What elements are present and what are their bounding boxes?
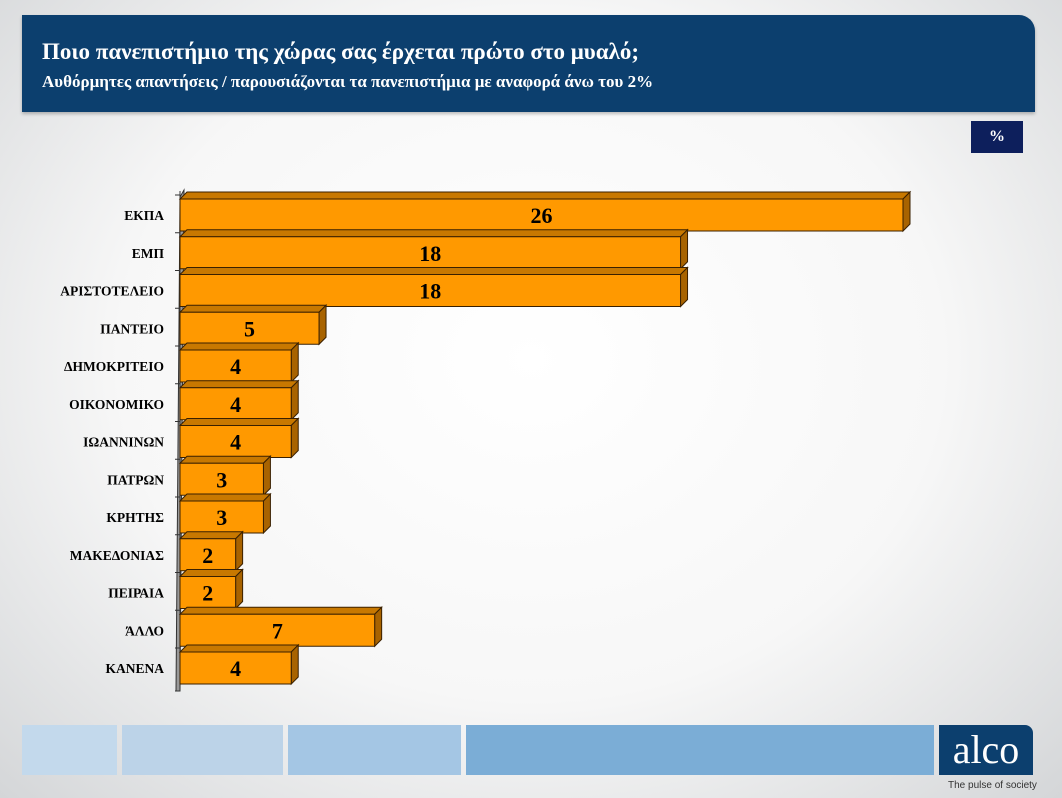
category-label: ΔΗΜΟΚΡΙΤΕΙΟ <box>64 359 164 374</box>
bar-side-12 <box>290 643 299 686</box>
bar-9 <box>179 538 237 572</box>
category-label: ΚΡΗΤΗΣ <box>106 510 164 525</box>
data-label: 26 <box>531 203 553 228</box>
data-label: 4 <box>230 430 241 455</box>
bar-8 <box>179 500 264 534</box>
bar-side-8 <box>262 492 271 535</box>
category-label: ΠΑΤΡΩΝ <box>107 472 164 487</box>
data-label: 2 <box>202 543 213 568</box>
bar-top-8 <box>178 493 272 502</box>
data-label: 18 <box>419 279 441 304</box>
data-label: 4 <box>230 354 241 379</box>
bar-7 <box>179 462 264 496</box>
footer-block-4 <box>466 725 934 775</box>
bar-top-11 <box>178 606 383 615</box>
footer-block-2 <box>122 725 283 775</box>
unit-badge: % <box>971 121 1023 153</box>
category-label: ΠΑΝΤΕΙΟ <box>100 321 164 336</box>
tagline: The pulse of society <box>948 780 1037 791</box>
bar-side-5 <box>290 379 299 421</box>
bar-side-2 <box>680 266 689 308</box>
bar-top-2 <box>178 267 689 275</box>
footer-block-3 <box>288 725 461 775</box>
page-subtitle: Αυθόρμητες απαντήσεις / παρουσιάζονται τ… <box>42 72 654 91</box>
bar-side-6 <box>290 417 299 459</box>
data-label: 18 <box>419 241 441 266</box>
bar-side-11 <box>374 606 383 648</box>
category-label: ΕΚΠΑ <box>124 208 164 223</box>
category-label: ΆΛΛΟ <box>125 623 164 638</box>
data-label: 2 <box>202 581 213 606</box>
bar-top-0 <box>178 191 912 200</box>
bar-11 <box>179 613 376 647</box>
bar-top-10 <box>178 569 244 577</box>
bar-10 <box>179 576 237 609</box>
bar-0 <box>179 198 904 232</box>
page-title: Ποιο πανεπιστήμιο της χώρας σας έρχεται … <box>42 39 640 64</box>
category-label: ΙΩΑΝΝΙΝΩΝ <box>83 435 164 450</box>
category-label: ΠΕΙΡΑΙΑ <box>108 586 164 601</box>
bar-12 <box>179 651 292 685</box>
data-label: 5 <box>244 316 255 341</box>
bar-side-3 <box>318 304 327 346</box>
bar-top-9 <box>178 531 244 540</box>
bar-4 <box>179 349 292 383</box>
bar-top-6 <box>178 418 300 426</box>
bar-top-5 <box>178 380 300 389</box>
bar-5 <box>179 387 292 421</box>
bar-side-4 <box>290 341 299 384</box>
data-label: 3 <box>216 467 227 492</box>
bar-top-4 <box>178 342 300 351</box>
alco-logo: alco <box>939 725 1033 775</box>
category-label: ΜΑΚΕΔΟΝΙΑΣ <box>70 548 164 563</box>
category-label: ΕΜΠ <box>132 246 165 261</box>
bar-top-3 <box>178 304 328 313</box>
bar-side-7 <box>262 455 271 497</box>
bar-side-10 <box>235 568 244 610</box>
bar-top-7 <box>178 455 272 464</box>
data-label: 4 <box>230 392 241 417</box>
data-label: 3 <box>216 505 227 530</box>
category-label: ΟΙΚΟΝΟΜΙΚΟ <box>69 397 164 412</box>
data-label: 7 <box>272 618 283 643</box>
bar-1 <box>179 236 682 270</box>
bar-side-1 <box>680 228 689 270</box>
data-label: 4 <box>230 656 241 681</box>
bar-2 <box>179 274 682 307</box>
category-label: ΚΑΝΕΝΑ <box>105 661 164 676</box>
header-banner: Ποιο πανεπιστήμιο της χώρας σας έρχεται … <box>22 15 1035 112</box>
bar-top-1 <box>178 229 689 238</box>
category-label: ΑΡΙΣΤΟΤΕΛΕΙΟ <box>60 284 164 299</box>
bar-top-12 <box>178 644 300 653</box>
bar-side-0 <box>902 190 911 233</box>
footer-block-1 <box>22 725 117 775</box>
bar-side-9 <box>235 530 244 572</box>
bar-6 <box>179 425 292 458</box>
